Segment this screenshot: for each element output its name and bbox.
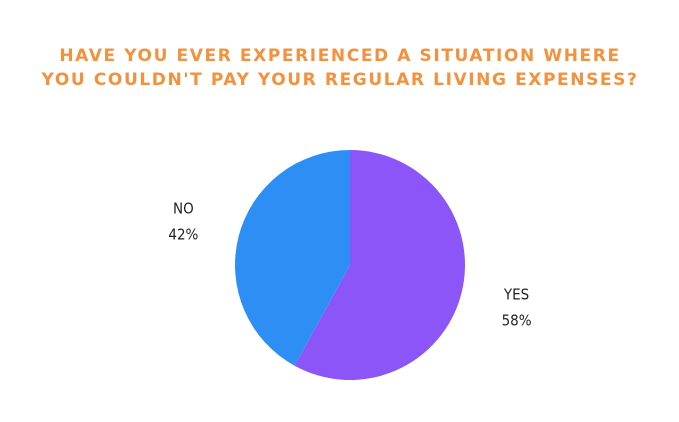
slice-category-label: NO xyxy=(173,200,194,218)
slice-value-label: 58% xyxy=(502,311,532,329)
slice-value-label: 42% xyxy=(168,226,198,244)
pie-slice xyxy=(235,150,350,366)
slice-category-label: YES xyxy=(503,285,529,303)
chart-title: HAVE YOU EVER EXPERIENCED A SITUATION WH… xyxy=(41,46,639,90)
pie-slice xyxy=(294,150,465,380)
